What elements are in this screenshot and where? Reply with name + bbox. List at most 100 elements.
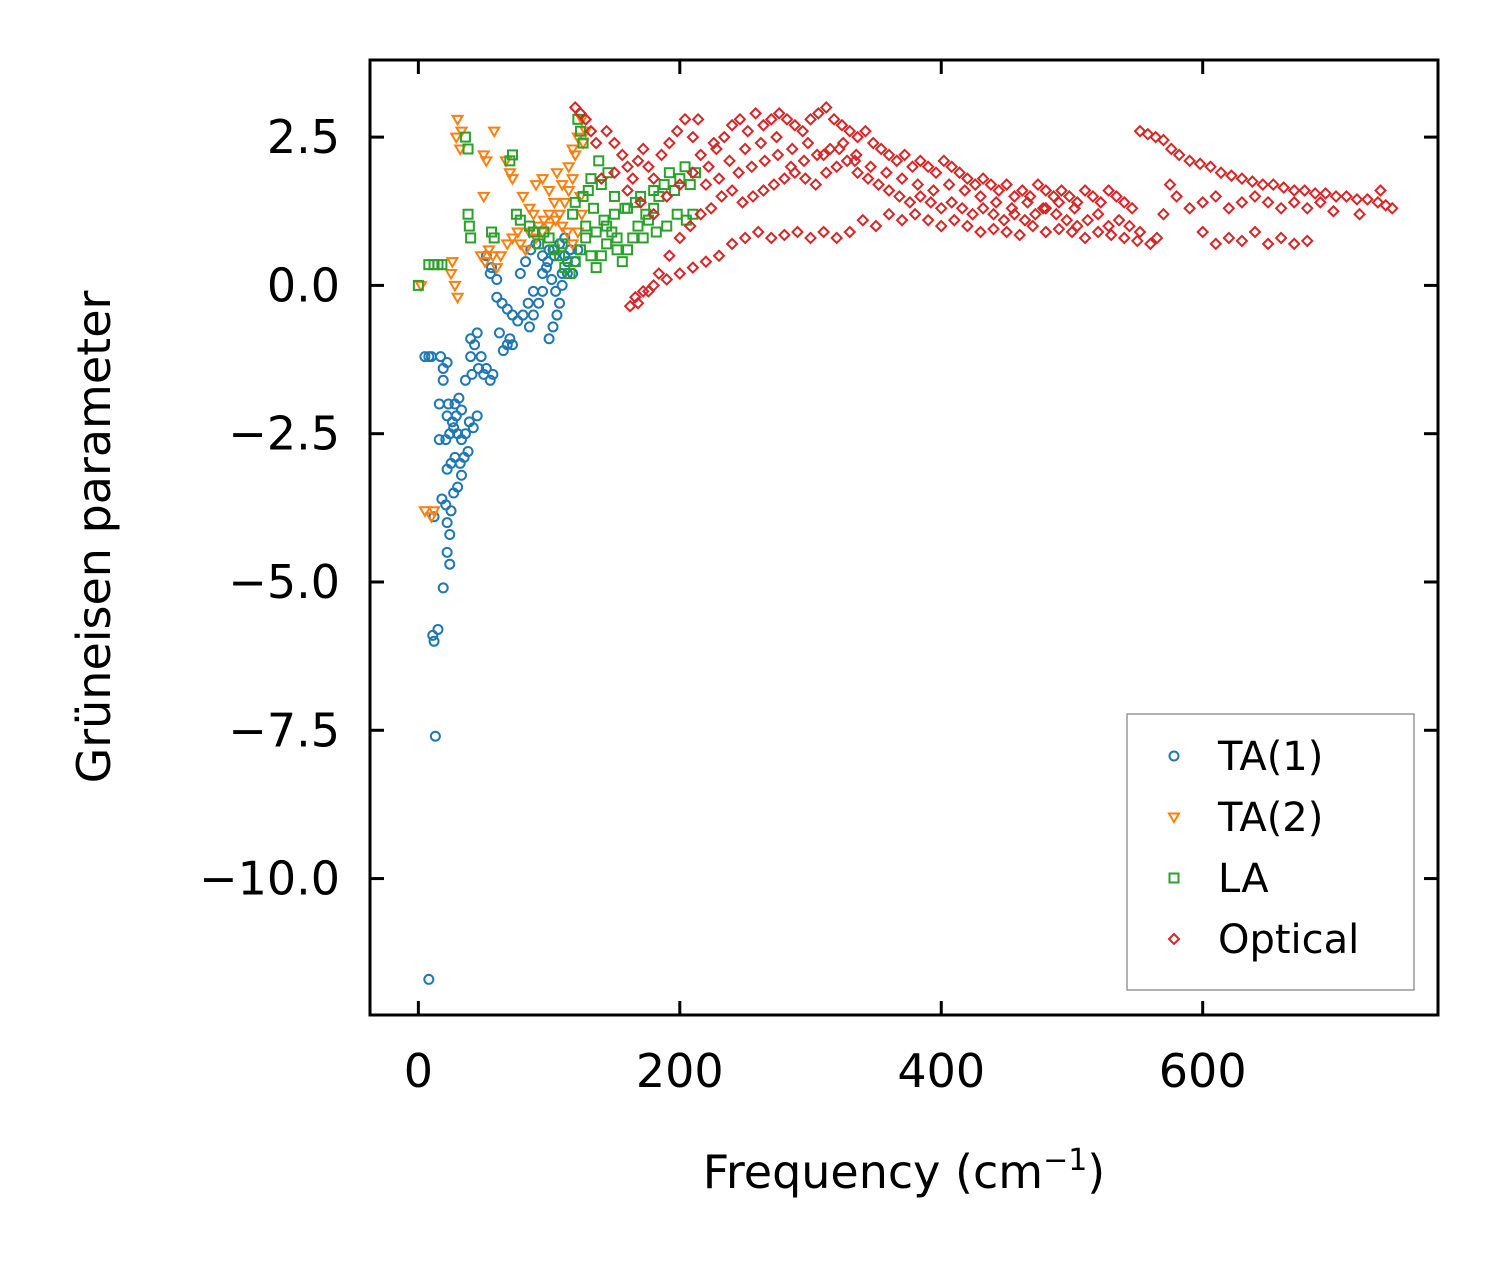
- data-point: [1112, 213, 1126, 227]
- data-point: [537, 285, 549, 297]
- data-point: [895, 172, 909, 186]
- data-point: [1125, 201, 1139, 215]
- data-point: [444, 558, 456, 570]
- data-point: [830, 231, 844, 245]
- data-point: [631, 154, 645, 168]
- data-point: [738, 142, 752, 156]
- data-point: [966, 207, 980, 221]
- data-point: [1360, 192, 1374, 206]
- data-point: [621, 184, 634, 197]
- data-point: [490, 263, 504, 275]
- data-point: [584, 124, 598, 138]
- legend-marker: [1168, 872, 1180, 884]
- data-point: [1287, 195, 1301, 209]
- data-point: [694, 207, 708, 221]
- data-point: [542, 209, 556, 222]
- data-point: [934, 219, 948, 233]
- data-point: [501, 339, 513, 351]
- data-point: [1222, 201, 1236, 215]
- data-point: [505, 174, 520, 186]
- data-point: [565, 144, 580, 156]
- data-point: [691, 112, 705, 126]
- data-point: [777, 228, 791, 242]
- data-point: [471, 410, 483, 422]
- data-point: [650, 226, 662, 238]
- x-tick-label: 0: [404, 1044, 433, 1098]
- data-point: [715, 190, 729, 203]
- data-point: [1261, 195, 1275, 209]
- data-point: [1141, 127, 1155, 141]
- data-point: [1068, 201, 1082, 215]
- legend-label: LA: [1218, 856, 1269, 902]
- data-point: [1143, 237, 1157, 251]
- data-point: [785, 142, 799, 156]
- series-ta-2: [414, 114, 593, 524]
- data-point: [1070, 195, 1084, 209]
- x-axis-title-close: ): [1087, 1145, 1105, 1199]
- data-point: [699, 255, 713, 269]
- data-point: [543, 333, 555, 345]
- data-point: [1078, 231, 1092, 245]
- data-point: [974, 190, 987, 203]
- data-point: [707, 136, 721, 150]
- data-point: [616, 256, 628, 268]
- data-point: [632, 220, 644, 232]
- data-point: [809, 178, 823, 191]
- data-point: [754, 136, 768, 150]
- data-point: [669, 184, 681, 196]
- data-point: [484, 268, 496, 280]
- data-point: [1222, 231, 1236, 245]
- data-point: [585, 173, 597, 185]
- data-point: [463, 220, 475, 232]
- data-point: [1052, 195, 1066, 209]
- data-point: [488, 232, 500, 244]
- data-point: [441, 546, 453, 558]
- data-point: [608, 190, 620, 202]
- y-axis-ticks: 2.5 0.0 −2.5 −5.0 −7.5 −10.0: [199, 110, 1438, 906]
- data-point: [712, 249, 726, 263]
- data-point: [445, 257, 460, 269]
- data-point: [1023, 190, 1037, 203]
- data-point: [522, 297, 534, 309]
- data-point: [1005, 201, 1019, 215]
- data-point: [1028, 207, 1042, 221]
- data-point: [611, 244, 623, 256]
- data-point: [1248, 225, 1262, 239]
- data-point: [784, 160, 798, 174]
- data-point: [1235, 234, 1249, 248]
- data-point: [725, 237, 739, 251]
- data-point: [757, 184, 770, 197]
- data-point: [537, 268, 549, 280]
- data-point: [569, 196, 581, 208]
- data-point: [987, 222, 1000, 236]
- data-point: [556, 279, 568, 291]
- data-point: [694, 148, 708, 162]
- data-point: [548, 215, 563, 228]
- legend-label: TA(1): [1217, 734, 1323, 780]
- data-point: [516, 191, 530, 204]
- data-point: [652, 267, 666, 280]
- data-point: [1266, 178, 1280, 191]
- data-point: [810, 148, 824, 162]
- data-point: [432, 623, 444, 635]
- data-point: [704, 201, 718, 215]
- data-point: [960, 219, 974, 233]
- data-point: [419, 351, 431, 363]
- data-point: [1070, 219, 1084, 233]
- data-point: [1245, 175, 1259, 189]
- x-axis-title-superscript: −1: [1043, 1143, 1087, 1178]
- data-point: [804, 231, 817, 245]
- data-point: [450, 292, 465, 305]
- data-point: [770, 130, 783, 144]
- y-tick-label: −10.0: [199, 852, 340, 906]
- data-point: [622, 244, 634, 256]
- data-point: [467, 422, 479, 434]
- data-point: [749, 106, 763, 120]
- data-point: [861, 172, 875, 186]
- data-point: [615, 148, 629, 162]
- data-point: [626, 172, 640, 186]
- data-point: [717, 130, 731, 144]
- data-point: [680, 214, 692, 226]
- x-tick-label: 600: [1159, 1044, 1247, 1098]
- y-axis-title: Grüneisen parameter: [67, 290, 121, 783]
